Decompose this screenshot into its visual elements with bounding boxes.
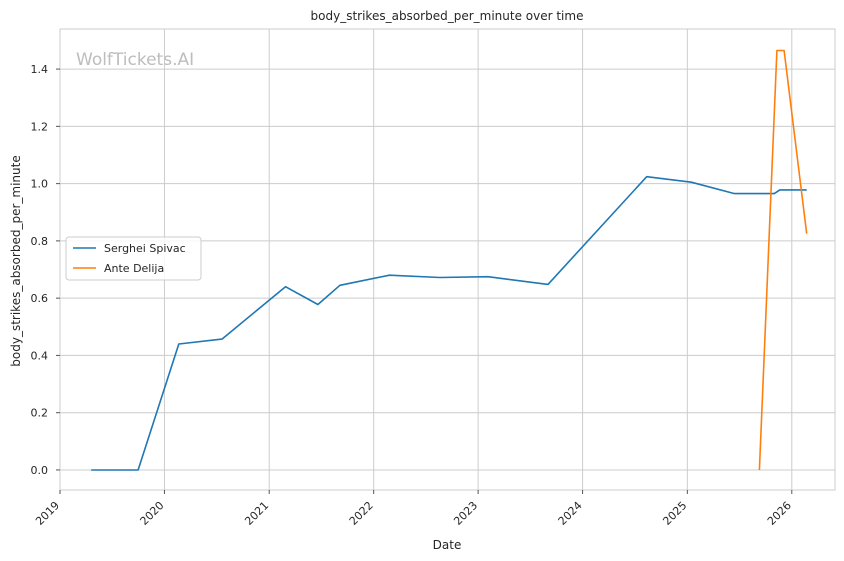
y-tick-label: 0.6: [31, 292, 49, 305]
grid-lines: [59, 29, 835, 490]
y-tick-label: 0.0: [31, 464, 49, 477]
legend-box: [65, 236, 202, 281]
y-tick-label: 0.8: [31, 235, 49, 248]
series-line-serghei-spivac: [91, 175, 807, 471]
series-line-ante-delija: [758, 49, 808, 471]
y-tick-label: 0.4: [31, 349, 49, 362]
legend: Serghei Spivac Ante Delija: [65, 236, 202, 281]
y-tick-label: 1.0: [31, 178, 49, 191]
series-lines: [91, 49, 808, 471]
y-tick-label: 1.4: [31, 63, 49, 76]
plot-area-frame: [59, 28, 836, 491]
y-tick-label: 0.2: [31, 407, 49, 420]
chart-title: body_strikes_absorbed_per_minute over ti…: [311, 9, 584, 23]
watermark: WolfTickets.AI: [76, 50, 194, 70]
x-axis-label: Date: [433, 538, 462, 552]
y-tick-label: 1.2: [31, 120, 49, 133]
y-axis-ticks: 0.0 0.2 0.4 0.6 0.8 1.0 1.2 1.4: [31, 63, 60, 477]
legend-label-ante-delija: Ante Delija: [104, 262, 164, 275]
y-axis-label: body_strikes_absorbed_per_minute: [9, 155, 23, 366]
legend-label-serghei-spivac: Serghei Spivac: [104, 242, 186, 255]
